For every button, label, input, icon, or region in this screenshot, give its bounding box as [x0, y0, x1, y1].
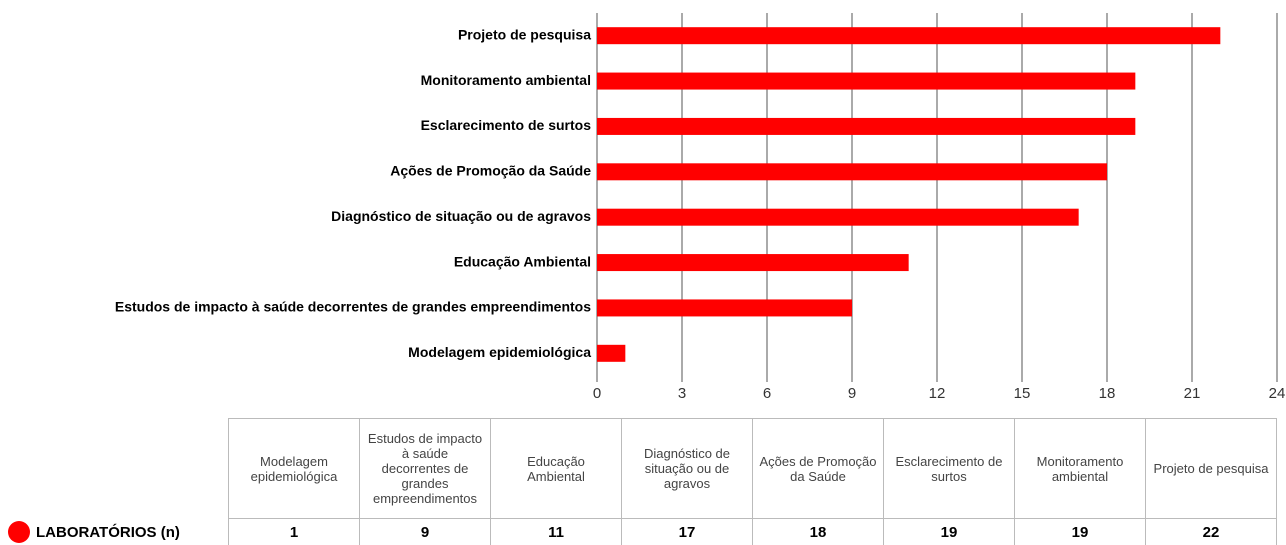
table-category: Modelagem epidemiológica [228, 418, 360, 519]
bar [597, 27, 1221, 45]
bar [597, 72, 1136, 90]
bar [597, 344, 626, 362]
bar [597, 117, 1136, 135]
table-category: Projeto de pesquisa [1145, 418, 1277, 519]
y-tick-label: Ações de Promoção da Saúde [390, 163, 591, 179]
x-tick-label: 12 [929, 385, 946, 402]
table-value: 11 [490, 518, 622, 545]
legend-swatch [8, 521, 30, 543]
table-category: Estudos de impacto à saúde decorrentes d… [359, 418, 491, 519]
table-category: Monitoramento ambiental [1014, 418, 1146, 519]
x-tick-label: 21 [1184, 385, 1201, 402]
table-category: Ações de Promoção da Saúde [752, 418, 884, 519]
legend-label: LABORATÓRIOS (n) [36, 523, 180, 541]
x-tick-label: 15 [1014, 385, 1031, 402]
table-category: Educação Ambiental [490, 418, 622, 519]
x-tick-label: 9 [848, 385, 856, 402]
y-tick-label: Esclarecimento de surtos [421, 117, 592, 133]
y-tick-label: Diagnóstico de situação ou de agravos [331, 208, 591, 224]
y-tick-label: Estudos de impacto à saúde decorrentes d… [115, 299, 591, 315]
x-tick-label: 18 [1099, 385, 1116, 402]
table-header-row: Modelagem epidemiológica Estudos de impac… [228, 418, 1277, 519]
table-value: 9 [359, 518, 491, 545]
bar [597, 208, 1079, 226]
x-tick-label: 24 [1269, 385, 1286, 402]
y-tick-label: Projeto de pesquisa [458, 26, 591, 42]
table-value: 22 [1145, 518, 1277, 545]
table-value: 1 [228, 518, 360, 545]
table-value-row: 1 9 11 17 18 19 19 22 [228, 518, 1277, 545]
x-tick-label: 0 [593, 385, 601, 402]
bar [597, 163, 1107, 181]
table-value: 19 [1014, 518, 1146, 545]
chart: 0 3 6 9 12 15 18 21 24 Modelagem epidemiológica Es… [115, 13, 1286, 402]
y-tick-label: Monitoramento ambiental [421, 72, 591, 88]
table-category: Esclarecimento de surtos [883, 418, 1015, 519]
y-tick-label: Educação Ambiental [454, 253, 591, 269]
x-tick-label: 3 [678, 385, 686, 402]
x-tick-label: 6 [763, 385, 771, 402]
table-value: 19 [883, 518, 1015, 545]
bar [597, 299, 852, 317]
legend: LABORATÓRIOS (n) [8, 520, 180, 544]
table-category: Diagnóstico de situação ou de agravos [621, 418, 753, 519]
y-tick-label: Modelagem epidemiológica [408, 344, 591, 360]
table-value: 17 [621, 518, 753, 545]
bar [597, 254, 909, 272]
table-value: 18 [752, 518, 884, 545]
data-table: Modelagem epidemiológica Estudos de impac… [228, 418, 1277, 545]
